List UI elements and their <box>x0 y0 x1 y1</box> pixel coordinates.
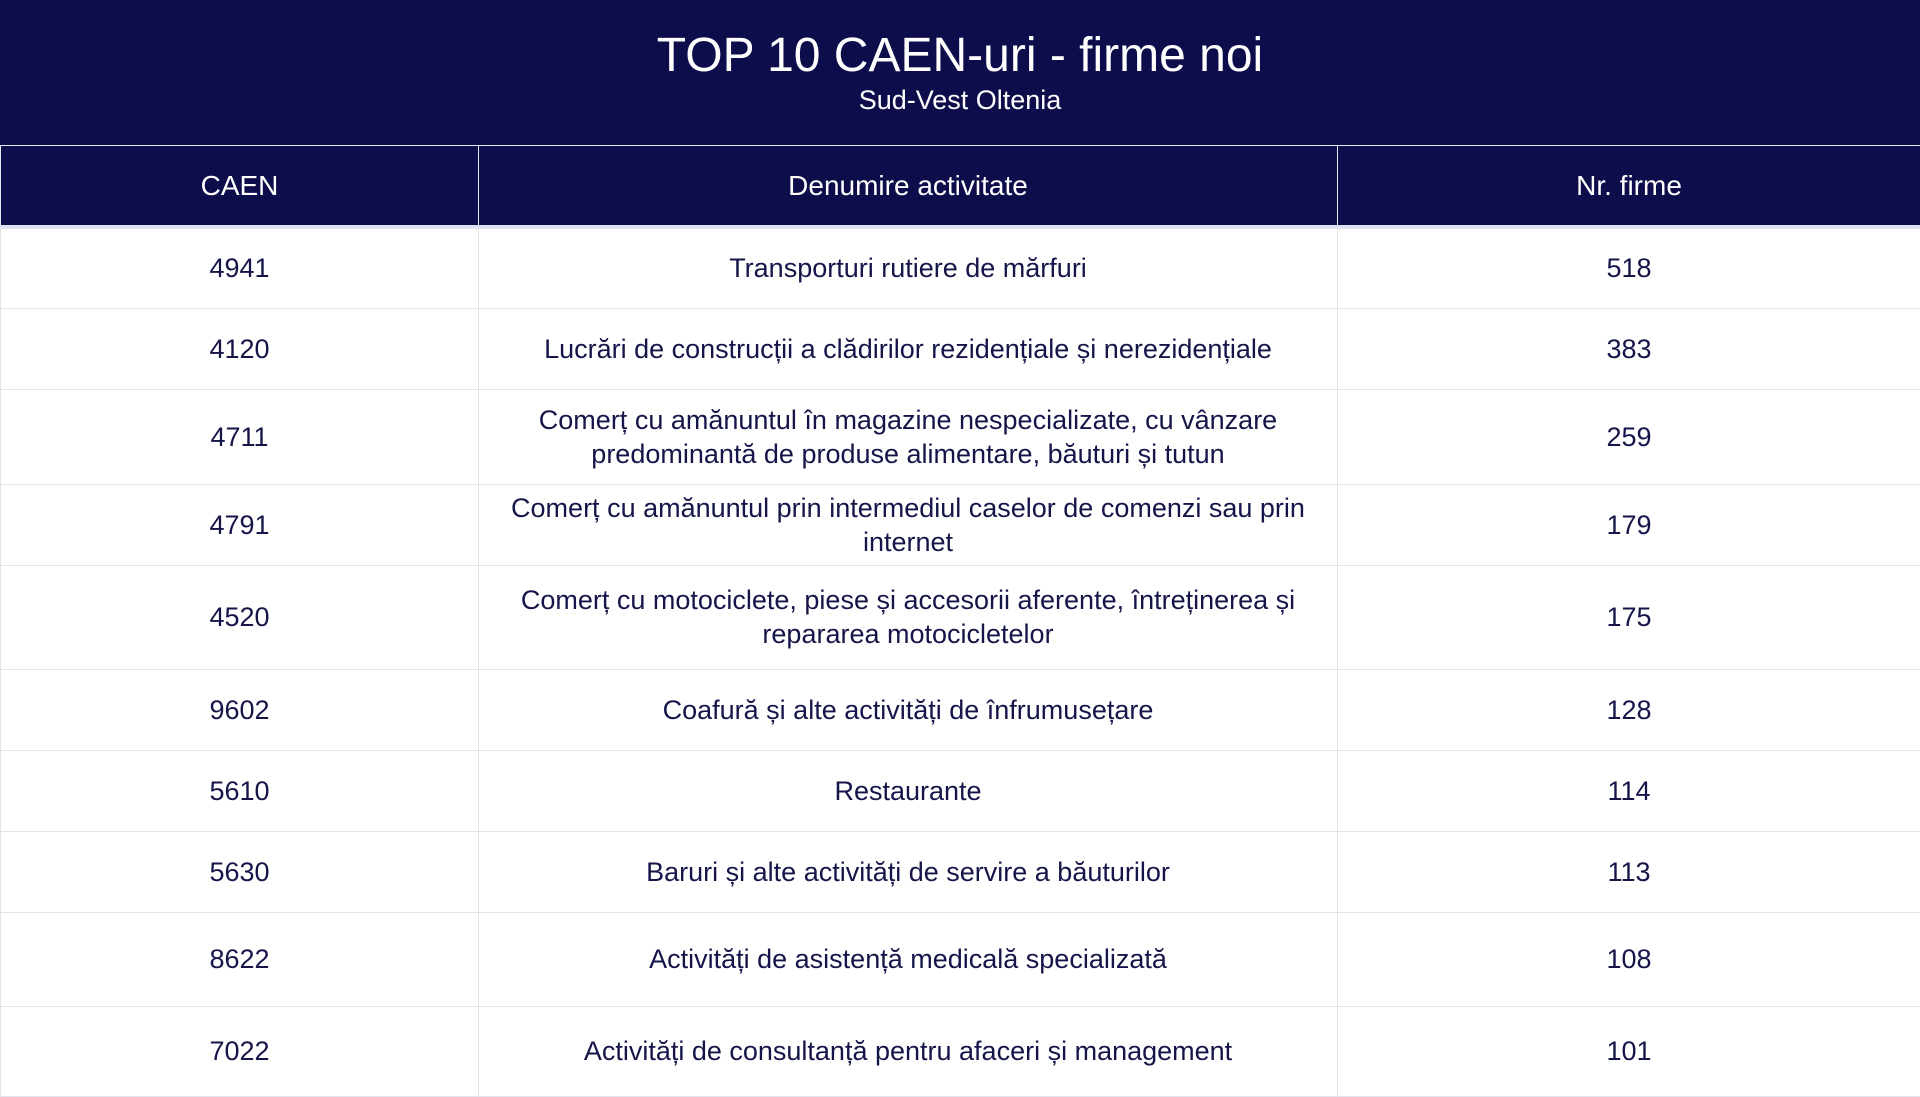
count-cell: 259 <box>1338 389 1920 484</box>
count-cell: 101 <box>1338 1006 1920 1096</box>
count-cell: 108 <box>1338 912 1920 1006</box>
caen-cell: 5610 <box>1 750 479 831</box>
count-cell: 128 <box>1338 669 1920 750</box>
activity-name-cell: Comerț cu amănuntul prin intermediul cas… <box>479 484 1338 565</box>
activity-name-cell: Activități de consultanță pentru afaceri… <box>479 1006 1338 1096</box>
caen-cell: 8622 <box>1 912 479 1006</box>
page-title: TOP 10 CAEN-uri - firme noi <box>0 28 1920 84</box>
caen-cell: 4120 <box>1 308 479 389</box>
title-banner: TOP 10 CAEN-uri - firme noi Sud-Vest Olt… <box>0 0 1920 145</box>
caen-cell: 4520 <box>1 565 479 669</box>
activity-name-cell: Comerț cu amănuntul în magazine nespecia… <box>479 389 1338 484</box>
column-header-count: Nr. firme <box>1338 146 1920 228</box>
caen-cell: 4711 <box>1 389 479 484</box>
page-subtitle: Sud-Vest Oltenia <box>0 84 1920 116</box>
caen-cell: 4791 <box>1 484 479 565</box>
count-cell: 114 <box>1338 750 1920 831</box>
count-cell: 179 <box>1338 484 1920 565</box>
caen-cell: 5630 <box>1 831 479 912</box>
activity-name-cell: Baruri și alte activități de servire a b… <box>479 831 1338 912</box>
table-header-row: CAEN Denumire activitate Nr. firme <box>1 146 1920 228</box>
caen-cell: 7022 <box>1 1006 479 1096</box>
activity-name-cell: Activități de asistență medicală special… <box>479 912 1338 1006</box>
count-cell: 175 <box>1338 565 1920 669</box>
activity-name-cell: Comerț cu motociclete, piese și accesori… <box>479 565 1338 669</box>
count-cell: 113 <box>1338 831 1920 912</box>
column-header-caen: CAEN <box>1 146 479 228</box>
count-cell: 383 <box>1338 308 1920 389</box>
count-cell: 518 <box>1338 227 1920 308</box>
caen-cell: 4941 <box>1 227 479 308</box>
activity-name-cell: Restaurante <box>479 750 1338 831</box>
caen-cell: 9602 <box>1 669 479 750</box>
column-header-name: Denumire activitate <box>479 146 1338 228</box>
activity-name-cell: Lucrări de construcții a clădirilor rezi… <box>479 308 1338 389</box>
activity-name-cell: Transporturi rutiere de mărfuri <box>479 227 1338 308</box>
activity-name-cell: Coafură și alte activități de înfrumuseț… <box>479 669 1338 750</box>
